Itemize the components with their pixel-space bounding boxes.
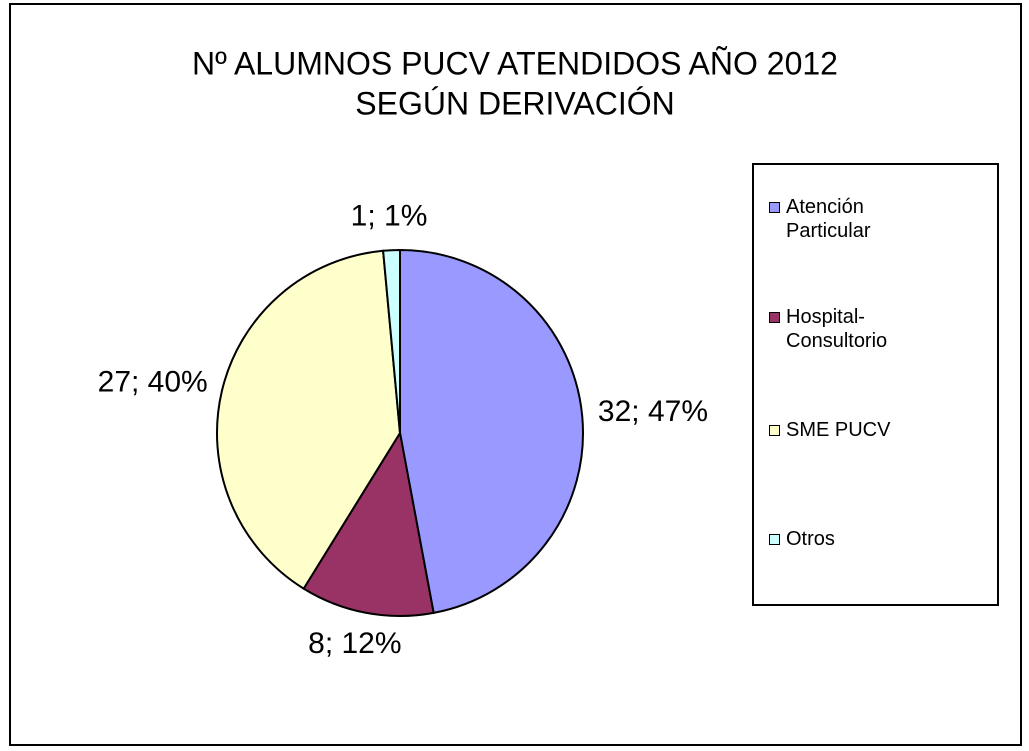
data-label: 27; 40%	[98, 366, 208, 399]
legend-swatch	[769, 425, 780, 436]
legend-label: SME PUCV	[786, 419, 891, 441]
chart-title: SEGÚN DERIVACIÓN	[355, 85, 674, 121]
pie-slice	[302, 430, 435, 617]
legend-entry: SME PUCV	[769, 418, 936, 442]
legend: Atención Particular Hospital-Consultorio S…	[752, 163, 999, 606]
legend-label: Otros	[786, 528, 835, 550]
pie-slice	[399, 248, 584, 615]
legend-entry: Otros	[769, 527, 936, 551]
legend-entry: Hospital-Consultorio	[769, 305, 936, 353]
legend-label: Atención Particular	[786, 196, 871, 242]
legend-entry: Atención Particular	[769, 195, 936, 243]
data-label: 1; 1%	[351, 200, 428, 233]
legend-swatch	[769, 202, 780, 213]
legend-swatch	[769, 312, 780, 323]
legend-swatch	[769, 534, 780, 545]
data-label: 8; 12%	[308, 627, 401, 660]
data-label: 32; 47%	[598, 395, 708, 428]
chart-title: Nº ALUMNOS PUCV ATENDIDOS AÑO 2012	[192, 45, 838, 81]
pie-slice	[382, 248, 401, 434]
pie-slice	[216, 249, 402, 590]
legend-label: Hospital-Consultorio	[786, 306, 888, 352]
